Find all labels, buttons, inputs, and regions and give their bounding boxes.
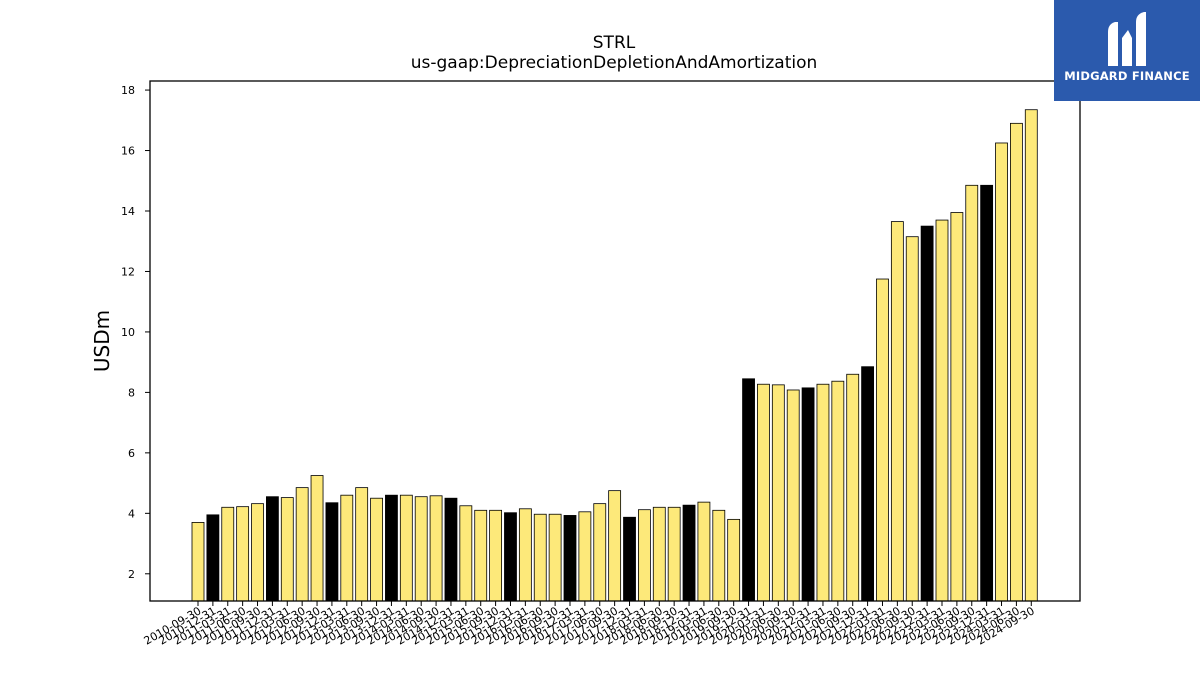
y-tick-label: 2 [128,568,135,581]
bar-2016-06-30 [533,513,547,602]
y-tick-label: 8 [128,386,135,399]
bar-2016-03-31 [518,508,532,602]
bar-2019-03-31 [697,501,711,602]
chart-subtitle: us-gaap:DepreciationDepletionAndAmortiza… [411,53,818,73]
bar-2011-12-31 [265,496,279,602]
bar-2015-12-31 [504,512,517,602]
bar-2017-12-31 [623,516,636,602]
bar-2013-03-31 [340,494,354,602]
bar-2011-06-30 [236,506,250,602]
bar-2019-12-31 [742,378,755,602]
bar-2014-06-30 [414,496,428,602]
bar-2024-03-31 [995,142,1008,602]
bar-2010-12-31 [206,514,220,602]
midgard-logo-icon [1108,12,1146,66]
bar-2015-09-30 [489,509,503,602]
bar-2022-06-30 [890,221,904,602]
bar-2020-09-30 [786,389,800,602]
bar-2018-12-31 [682,504,696,602]
bar-2017-06-30 [593,503,607,602]
bar-2022-03-31 [876,278,889,602]
bar-2010-09-30 [191,522,205,602]
bar-2012-09-30 [310,475,324,602]
bar-2021-06-30 [831,380,845,602]
bar-2011-03-31 [221,506,235,602]
bar-2012-03-31 [280,497,294,602]
bar-2023-03-31 [935,219,949,602]
bar-2017-03-31 [578,511,592,602]
plot-frame [149,80,1081,602]
bar-2015-06-30 [474,509,488,602]
x-axis: 2010-09-302010-12-312011-03-312011-06-30… [142,601,1037,648]
y-tick-label: 6 [128,447,135,460]
bar-2013-09-30 [370,497,383,602]
bar-2019-09-30 [727,518,741,602]
y-tick-label: 14 [121,205,135,218]
bar-2022-12-31 [920,225,934,602]
bar-2018-06-30 [652,506,666,602]
bar-2014-09-30 [429,495,443,602]
y-axis: 2 4 6 8 10 12 14 16 18 [121,84,150,581]
bar-2020-03-31 [757,383,770,602]
y-tick-label: 16 [121,145,135,158]
bar-2016-12-31 [563,515,577,602]
y-axis-label: USDm [90,310,114,372]
bar-2023-09-30 [965,184,979,602]
bar-2013-12-31 [385,494,398,602]
bar-2014-03-31 [399,494,413,602]
bar-2016-09-30 [548,513,562,602]
bar-2020-06-30 [771,384,785,602]
bar-2018-09-30 [667,506,681,602]
bar-2024-06-30 [1010,122,1023,602]
bar-2024-09-30 [1024,109,1038,602]
bar-2014-12-31 [444,497,458,602]
bars-group [191,109,1038,602]
bar-2013-06-30 [355,487,369,602]
bar-2018-03-31 [638,509,651,602]
bar-2023-06-30 [950,212,964,602]
logo-text: MIDGARD FINANCE [1064,69,1190,83]
y-tick-label: 10 [121,326,135,339]
bar-2012-06-30 [295,487,309,602]
bar-2011-09-30 [251,503,264,602]
y-tick-label: 4 [128,507,135,520]
bar-2023-12-31 [980,184,994,602]
midgard-finance-logo: MIDGARD FINANCE [1054,0,1200,101]
bar-2012-12-31 [325,502,339,602]
bar-2020-12-31 [801,387,815,602]
bar-2015-03-31 [459,505,473,602]
bar-2019-06-30 [712,509,726,602]
bar-2022-09-30 [905,236,919,602]
bar-2021-12-31 [861,366,874,602]
bar-2017-09-30 [608,490,622,602]
chart-title: STRL [593,33,636,53]
y-tick-label: 18 [121,84,135,97]
bar-2021-03-31 [816,383,830,602]
y-tick-label: 12 [121,265,135,278]
bar-2021-09-30 [846,373,860,602]
